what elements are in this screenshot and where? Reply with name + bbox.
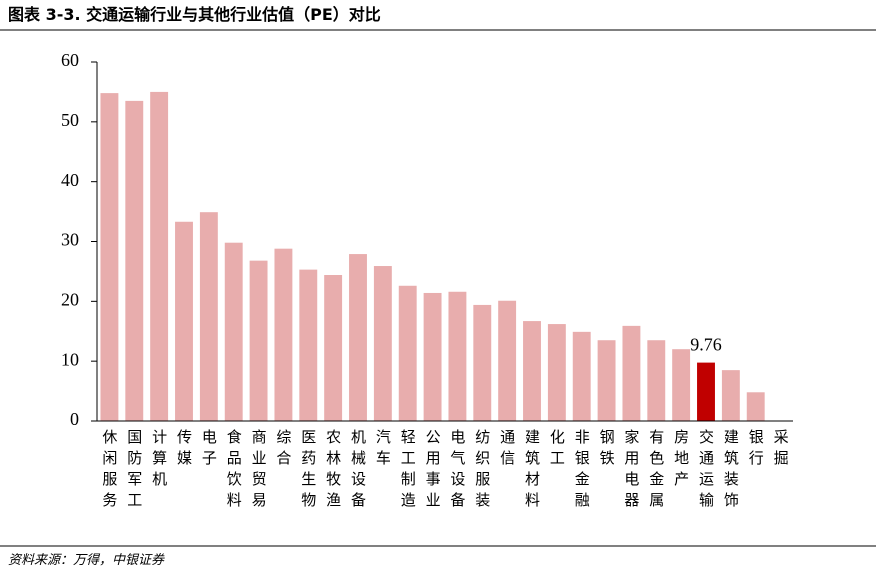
x-tick-label: 商业贸易 — [250, 429, 268, 513]
bar — [274, 248, 293, 421]
bar — [398, 285, 417, 421]
x-tick-label: 农林牧渔 — [324, 429, 342, 513]
bar — [473, 304, 492, 421]
bar — [423, 292, 442, 421]
bar — [721, 370, 740, 421]
bar — [199, 212, 218, 421]
x-tick-label: 机械设备 — [349, 429, 367, 513]
bar — [373, 266, 392, 421]
x-tick-label: 通信 — [498, 429, 516, 471]
y-tick-label: 20 — [61, 289, 79, 309]
x-tick-label: 非银金融 — [573, 429, 591, 513]
x-tick-label: 建筑材料 — [523, 429, 541, 513]
y-tick-label: 10 — [61, 349, 79, 369]
x-tick-label: 电子 — [200, 429, 218, 471]
bar — [647, 340, 666, 421]
bar — [448, 291, 467, 421]
x-tick-label: 建筑装饰 — [722, 429, 740, 513]
bar — [125, 100, 144, 422]
x-tick-label: 有色金属 — [647, 429, 665, 513]
bar — [299, 269, 318, 421]
x-tick-label: 医药生物 — [299, 429, 317, 513]
bar — [622, 325, 641, 421]
bar — [672, 349, 691, 421]
bar — [498, 300, 517, 421]
x-tick-label: 交通运输 — [697, 428, 715, 513]
y-tick-label: 30 — [61, 230, 79, 250]
y-tick-label: 40 — [61, 170, 79, 190]
bar — [697, 362, 715, 421]
x-tick-label: 食品饮料 — [225, 429, 243, 513]
x-tick-label: 化工 — [548, 429, 566, 471]
bar — [224, 242, 243, 421]
x-tick-label: 传媒 — [175, 429, 193, 471]
bar — [324, 275, 343, 421]
x-tick-label: 休闲服务 — [100, 429, 118, 513]
source: 资料来源：万得，中银证券 — [8, 553, 165, 568]
x-tick-label: 汽车 — [374, 429, 392, 471]
bar — [349, 254, 367, 421]
x-tick-label: 采掘 — [772, 429, 790, 471]
bar — [572, 331, 591, 421]
y-tick-label: 60 — [61, 50, 79, 70]
bar — [523, 321, 541, 421]
bar — [249, 260, 268, 421]
x-tick-label: 房地产 — [672, 429, 690, 492]
chart-title: 图表 3-3. 交通运输行业与其他行业估值（PE）对比 — [8, 5, 381, 24]
bar — [746, 392, 765, 421]
bar — [597, 340, 616, 421]
x-tick-label: 家用电器 — [622, 429, 640, 513]
x-tick-label: 电气设备 — [448, 429, 466, 513]
value-label: 9.76 — [690, 335, 722, 355]
y-tick-label: 0 — [70, 409, 79, 429]
bar — [547, 324, 566, 421]
x-tick-label: 钢铁 — [598, 429, 616, 471]
x-tick-label: 计算机 — [150, 429, 168, 492]
x-tick-label: 综合 — [274, 429, 292, 471]
y-tick-label: 50 — [61, 110, 79, 130]
x-tick-label: 银行 — [747, 429, 765, 471]
x-tick-label: 轻工制造 — [399, 429, 417, 513]
bar — [150, 91, 169, 422]
bar — [175, 221, 193, 421]
x-tick-label: 国防军工 — [125, 429, 143, 513]
bar — [100, 93, 119, 421]
x-tick-label: 公用事业 — [424, 429, 442, 513]
x-tick-label: 纺织服装 — [473, 429, 491, 513]
